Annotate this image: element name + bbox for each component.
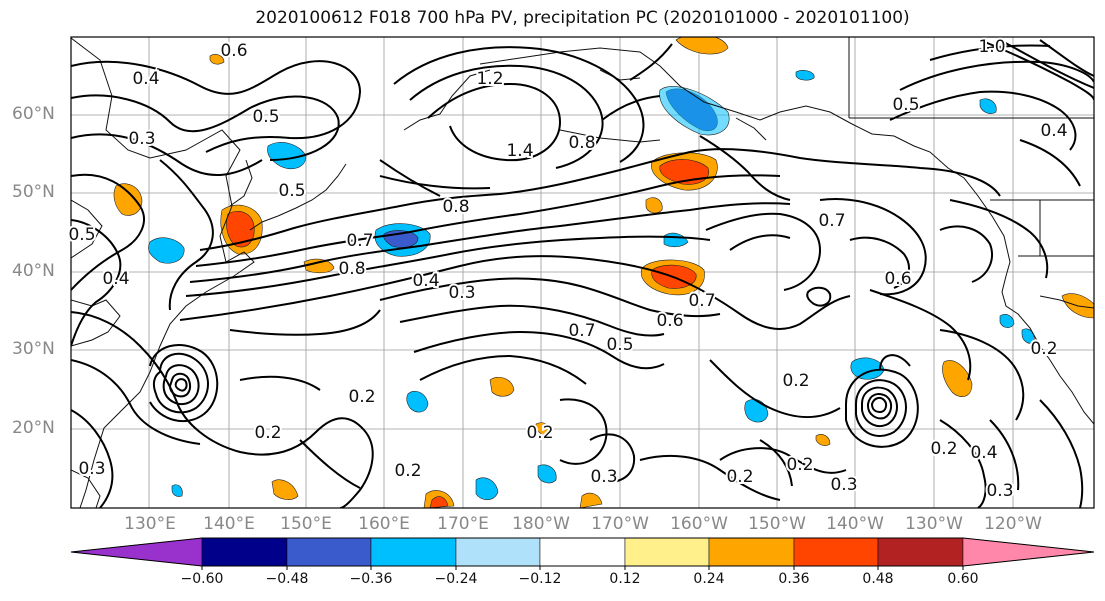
contour-label: 0.6 xyxy=(656,311,683,331)
lat-label: 50°N xyxy=(12,182,55,202)
contour-label: 0.5 xyxy=(606,335,633,355)
contour-label: 0.3 xyxy=(128,129,155,149)
lon-label: 130°W xyxy=(905,514,963,534)
map-background xyxy=(71,37,1094,508)
contour-label: 0.5 xyxy=(68,225,95,245)
precip-patch xyxy=(271,479,299,500)
precip-patch xyxy=(113,183,143,216)
contour-label: 0.5 xyxy=(278,181,305,201)
contour-label: 0.5 xyxy=(252,107,279,127)
precip-patch xyxy=(795,70,815,81)
colorbar-tick-label: −0.24 xyxy=(434,571,478,587)
contour-label: 0.2 xyxy=(348,387,375,407)
contour-label: 0.2 xyxy=(254,423,281,443)
colorbar-tick-label: 0.24 xyxy=(693,571,725,587)
precip-patch xyxy=(850,357,885,380)
colorbar-tick-label: 0.12 xyxy=(609,571,641,587)
lon-label: 140°E xyxy=(203,514,255,534)
lon-label: 130°E xyxy=(124,514,176,534)
contour-label: 1.2 xyxy=(476,69,503,89)
precip-patch xyxy=(675,37,729,55)
contour-label: 0.7 xyxy=(818,211,845,231)
lon-label: 170°E xyxy=(437,514,489,534)
precip-patch xyxy=(226,211,255,248)
precip-patch xyxy=(475,477,499,501)
contour-label: 0.7 xyxy=(346,231,373,251)
colorbar-tick-label: 0.60 xyxy=(947,571,979,587)
precip-patch xyxy=(406,391,429,413)
contour-label: 0.3 xyxy=(986,481,1013,501)
map-frame xyxy=(70,36,1095,509)
precip-patch xyxy=(209,54,225,65)
colorbar-tick-label: −0.12 xyxy=(518,571,562,587)
contour-label: 0.8 xyxy=(338,259,365,279)
contour-label: 0.2 xyxy=(930,439,957,459)
contour-label: 0.4 xyxy=(412,271,439,291)
colorbar-tick-label: −0.48 xyxy=(265,571,309,587)
lat-label: 60°N xyxy=(12,104,55,124)
contour-label: 0.4 xyxy=(970,443,997,463)
lat-label: 20°N xyxy=(12,418,55,438)
lon-label: 170°W xyxy=(591,514,649,534)
contour-label: 0.4 xyxy=(102,269,129,289)
precip-patch xyxy=(489,377,515,397)
contour-label: 0.5 xyxy=(892,95,919,115)
lon-label: 150°E xyxy=(280,514,332,534)
precip-patch xyxy=(429,496,449,508)
contour-label: 0.2 xyxy=(726,467,753,487)
colorbar-tick-label: 0.36 xyxy=(778,571,810,587)
lon-label: 180°W xyxy=(512,514,570,534)
colorbar-tick-label: −0.60 xyxy=(180,571,224,587)
precip-patch xyxy=(537,464,557,484)
contour-label: 0.2 xyxy=(1030,339,1057,359)
contour-label: 0.3 xyxy=(830,475,857,495)
colorbar-tick-label: 0.48 xyxy=(862,571,894,587)
contour-label: 0.2 xyxy=(786,455,813,475)
precip-patch xyxy=(267,142,307,169)
pv-contours xyxy=(71,39,1094,508)
contour-label: 0.3 xyxy=(448,283,475,303)
contour-label: 0.4 xyxy=(1040,121,1067,141)
lat-label: 40°N xyxy=(12,261,55,281)
contour-label: 0.4 xyxy=(132,69,159,89)
lon-label: 120°W xyxy=(984,514,1042,534)
contour-label: 0.3 xyxy=(78,459,105,479)
lon-label: 150°W xyxy=(748,514,806,534)
colorbar-tick-label: −0.36 xyxy=(349,571,393,587)
lon-label: 140°W xyxy=(826,514,884,534)
precip-patch xyxy=(535,422,551,436)
precip-patch xyxy=(815,434,831,446)
precip-patch xyxy=(579,492,603,508)
contour-label: 1.0 xyxy=(978,37,1005,57)
contour-label: 0.2 xyxy=(526,423,553,443)
map-title: 2020100612 F018 700 hPa PV, precipitatio… xyxy=(255,8,910,28)
precip-patch xyxy=(171,484,183,497)
contour-label: 0.2 xyxy=(782,371,809,391)
precip-patch xyxy=(645,197,663,214)
contour-label: 0.2 xyxy=(394,461,421,481)
contour-label: 0.8 xyxy=(442,197,469,217)
contour-label: 0.8 xyxy=(568,133,595,153)
lon-label: 160°E xyxy=(358,514,410,534)
contour-label: 0.6 xyxy=(220,41,247,61)
precip-patch xyxy=(148,237,185,264)
precip-patch xyxy=(979,98,997,114)
contour-label: 0.7 xyxy=(688,291,715,311)
precip-patch xyxy=(942,360,973,397)
lat-label: 30°N xyxy=(12,339,55,359)
contour-label: 0.3 xyxy=(590,467,617,487)
precip-patch xyxy=(303,258,335,274)
lon-label: 160°W xyxy=(670,514,728,534)
precip-patch xyxy=(659,86,730,136)
contour-label: 0.6 xyxy=(884,269,911,289)
contour-label: 0.7 xyxy=(568,321,595,341)
precip-patch xyxy=(1021,328,1035,344)
contour-label: 1.4 xyxy=(506,141,533,161)
precip-patch xyxy=(999,314,1015,328)
